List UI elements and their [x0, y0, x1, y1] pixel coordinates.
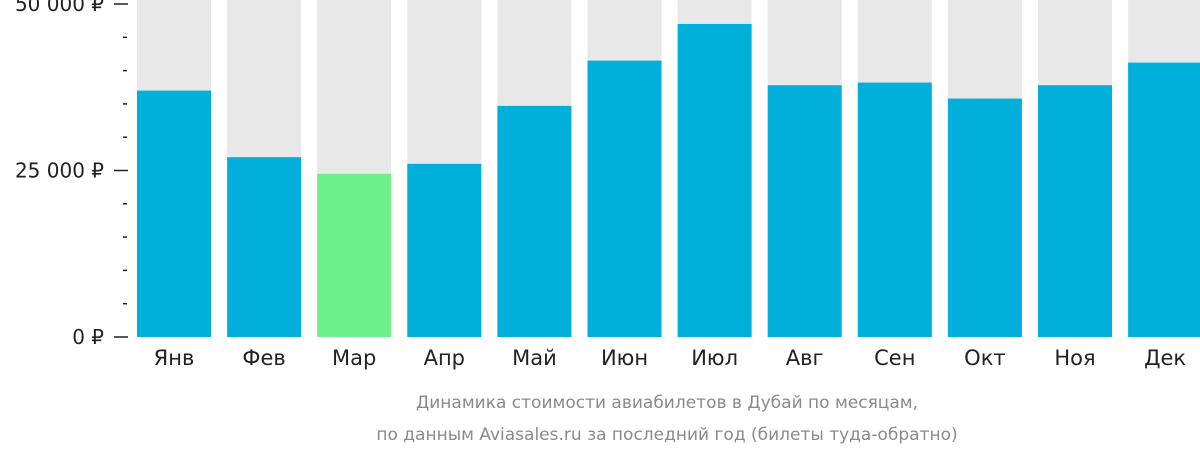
- x-tick-label: Авг: [786, 346, 824, 370]
- x-tick-label: Дек: [1144, 346, 1186, 370]
- x-tick-label: Янв: [154, 346, 195, 370]
- bar-9[interactable]: [857, 82, 932, 337]
- y-tick-label: 50 000 ₽: [15, 0, 104, 16]
- y-tick-label: 25 000 ₽: [15, 159, 104, 183]
- chart-caption-line-2: по данным Aviasales.ru за последний год …: [376, 425, 957, 445]
- x-tick-label: Июн: [601, 346, 648, 370]
- bar-5[interactable]: [497, 105, 572, 337]
- x-tick-label: Фев: [242, 346, 285, 370]
- x-tick-label: Июл: [691, 346, 738, 370]
- bar-10[interactable]: [947, 98, 1022, 338]
- chart-caption-line-1: Динамика стоимости авиабилетов в Дубай п…: [416, 393, 918, 413]
- x-axis-labels: Янв Фев Мар Апр Май Июн Июл Авг Сен Окт Ноя Дек: [154, 346, 1186, 370]
- x-tick-label: Окт: [964, 346, 1005, 370]
- bar-1[interactable]: [137, 90, 211, 337]
- bar-11[interactable]: [1038, 85, 1112, 337]
- bar-7[interactable]: [677, 23, 752, 337]
- x-tick-label: Сен: [874, 346, 915, 370]
- bar-6[interactable]: [587, 60, 662, 338]
- y-tick-label: 0 ₽: [72, 325, 104, 349]
- x-tick-label: Ноя: [1054, 346, 1095, 370]
- x-tick-label: Мар: [332, 346, 376, 370]
- bar-2[interactable]: [227, 157, 302, 337]
- x-tick-label: Апр: [424, 346, 465, 370]
- x-tick-label: Май: [512, 346, 557, 370]
- bar-3[interactable]: [317, 173, 392, 337]
- bar-8[interactable]: [767, 85, 842, 337]
- bar-12[interactable]: [1128, 62, 1200, 337]
- price-bars: [137, 23, 1200, 338]
- bar-4[interactable]: [407, 163, 482, 337]
- y-axis: 0 ₽ 25 000 ₽ 50 000 ₽: [15, 0, 128, 349]
